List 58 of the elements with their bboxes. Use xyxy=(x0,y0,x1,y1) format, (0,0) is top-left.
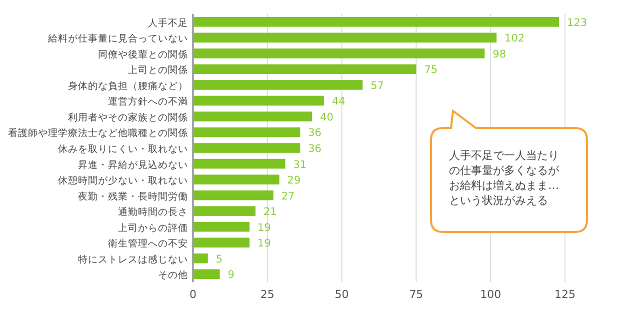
data-label: 75 xyxy=(424,64,438,76)
bar xyxy=(193,48,485,58)
y-tick-label: 夜勤・残業・長時間労働 xyxy=(78,190,188,202)
bar xyxy=(193,222,250,232)
data-label: 9 xyxy=(228,269,234,282)
bar xyxy=(193,64,416,74)
data-label: 123 xyxy=(567,16,588,29)
data-label: 57 xyxy=(370,80,384,92)
data-label: 19 xyxy=(258,238,271,250)
y-tick-label: その他 xyxy=(158,269,188,282)
x-tick-label: 25 xyxy=(260,288,274,301)
bar xyxy=(193,190,274,200)
bar xyxy=(193,238,250,248)
data-label: 21 xyxy=(263,206,277,218)
y-tick-label: 上司との関係 xyxy=(128,64,188,76)
y-tick-label: 同僚や後輩との関係 xyxy=(98,48,188,60)
y-tick-label: 休憩時間が少ない・取れない xyxy=(58,174,188,187)
x-tick-label: 125 xyxy=(554,288,576,301)
bar xyxy=(193,32,497,43)
y-tick-label: 運営方針への不満 xyxy=(108,96,188,108)
data-label: 102 xyxy=(504,32,525,45)
x-tick-label: 75 xyxy=(409,288,424,301)
y-tick-label: 昇進・昇給が見込めない xyxy=(78,158,188,171)
data-label: 5 xyxy=(216,253,223,266)
bar xyxy=(193,269,220,280)
y-tick-label: 身体的な負担（腰痛など） xyxy=(68,80,188,92)
y-tick-label: 看護師や理学療法士など他職種との関係 xyxy=(8,127,188,140)
y-tick-label: 通勤時間の長さ xyxy=(118,206,188,218)
x-tick-label: 50 xyxy=(334,288,349,301)
data-label: 36 xyxy=(308,143,322,155)
bar xyxy=(193,127,300,138)
data-label: 27 xyxy=(281,190,295,202)
bar xyxy=(193,206,256,216)
data-label: 40 xyxy=(320,111,334,124)
x-tick-label: 0 xyxy=(190,288,196,301)
data-label: 98 xyxy=(492,48,506,60)
y-tick-label: 人手不足 xyxy=(148,16,188,29)
bar xyxy=(193,253,208,264)
bar xyxy=(193,112,312,122)
y-tick-label: 利用者やその家族との関係 xyxy=(68,111,188,124)
y-tick-label: 給料が仕事量に見合っていない xyxy=(47,32,188,45)
y-tick-label: 上司からの評価 xyxy=(118,222,188,234)
bar xyxy=(193,80,363,90)
bar xyxy=(193,158,286,169)
data-label: 31 xyxy=(293,158,307,171)
x-tick-label: 100 xyxy=(480,288,502,301)
bar xyxy=(193,143,300,153)
annotation: 人手不足で一人当たりの仕事量が多くなるがお給料は増えぬまま…という状況がみえる xyxy=(449,148,560,208)
data-label: 44 xyxy=(332,96,346,108)
y-tick-label: 衛生管理への不安 xyxy=(108,238,188,250)
bar xyxy=(193,174,280,184)
bar xyxy=(193,96,324,106)
data-label: 19 xyxy=(258,222,271,234)
y-tick-label: 特にストレスは感じない xyxy=(78,253,188,266)
bar xyxy=(193,16,560,27)
data-label: 29 xyxy=(287,174,301,187)
y-tick-label: 休みを取りにくい・取れない xyxy=(58,144,188,155)
data-label: 36 xyxy=(308,127,322,140)
